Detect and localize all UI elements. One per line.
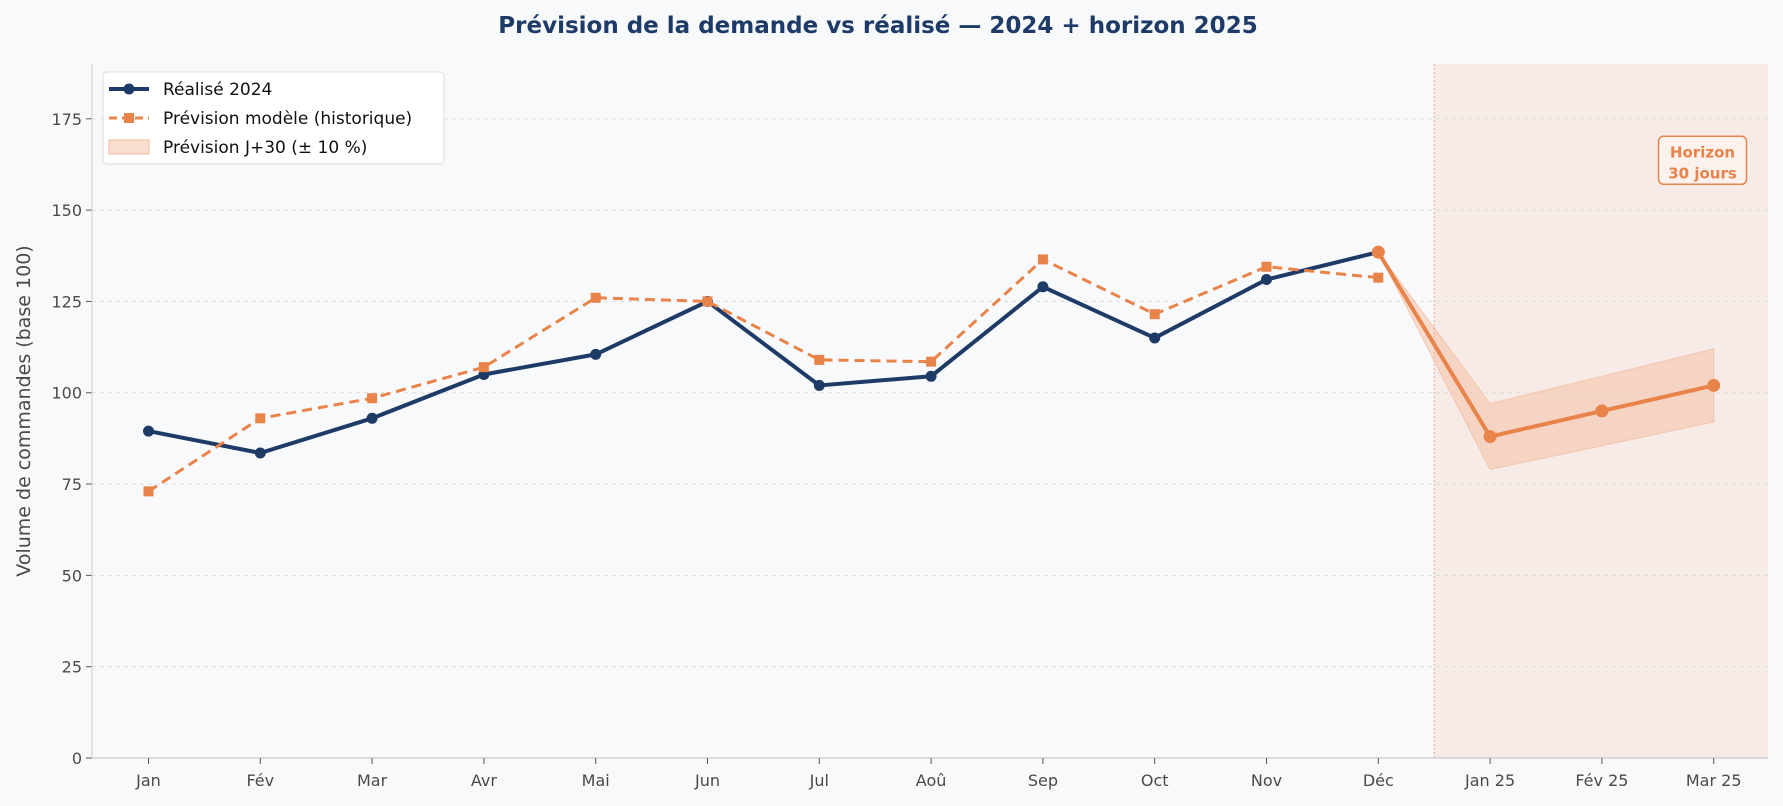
legend-label: Réalisé 2024 bbox=[163, 80, 272, 100]
data-point-circle bbox=[1483, 430, 1497, 444]
data-point-circle bbox=[1149, 332, 1161, 344]
data-point-circle bbox=[1037, 281, 1049, 293]
y-tick-label: 50 bbox=[62, 566, 82, 585]
data-point-circle bbox=[254, 447, 266, 459]
series-line-forecast bbox=[1376, 251, 1715, 439]
x-tick-label: Mar 25 bbox=[1686, 771, 1742, 790]
data-point-square bbox=[143, 486, 154, 497]
data-point-circle bbox=[813, 379, 825, 391]
x-tick-label: Aoû bbox=[916, 771, 947, 790]
data-point-square bbox=[478, 362, 489, 373]
data-point-square bbox=[926, 356, 937, 367]
horizon-annotation-text: Horizon bbox=[1670, 143, 1735, 161]
horizon-annotation-text: 30 jours bbox=[1668, 164, 1737, 182]
y-tick-label: 75 bbox=[62, 475, 82, 494]
legend-label: Prévision modèle (historique) bbox=[163, 109, 412, 129]
data-point-circle bbox=[1595, 404, 1609, 418]
plot-area: 0 25 50 75 100 125 150 175 Jan Fév Mar Avr Mai Jun Jul… bbox=[51, 64, 1768, 790]
x-tick-label: Mai bbox=[582, 771, 610, 790]
data-point-square bbox=[1149, 309, 1160, 320]
chart-title: Prévision de la demande vs réalisé — 202… bbox=[498, 13, 1257, 39]
horizon-annotation-box bbox=[1657, 135, 1748, 186]
y-tick-label: 100 bbox=[51, 384, 82, 403]
legend-swatch-marker bbox=[124, 113, 134, 123]
data-point-circle bbox=[1261, 274, 1272, 286]
x-tick-label: Nov bbox=[1251, 771, 1282, 790]
y-tick-label: 125 bbox=[51, 292, 82, 311]
data-point-circle bbox=[366, 412, 378, 424]
data-point-square bbox=[255, 413, 266, 424]
data-point-circle bbox=[1707, 378, 1721, 392]
data-point-square bbox=[702, 296, 713, 307]
x-tick-label: Jan 25 bbox=[1464, 771, 1515, 790]
x-tick-label: Déc bbox=[1363, 771, 1394, 790]
x-tick-label: Mar bbox=[357, 771, 388, 790]
legend-swatch-marker bbox=[123, 83, 135, 95]
x-tick-label: Jul bbox=[809, 771, 829, 790]
x-tick-label: Fév bbox=[246, 771, 274, 790]
x-tick-label: Fév 25 bbox=[1575, 771, 1628, 790]
y-tick-label: 150 bbox=[51, 201, 82, 220]
x-tick-label: Jun bbox=[694, 771, 720, 790]
data-point-square bbox=[814, 354, 825, 365]
x-tick-label: Jan bbox=[135, 771, 161, 790]
legend-label: Prévision J+30 (± 10 %) bbox=[163, 138, 367, 158]
x-tick-label: Avr bbox=[471, 771, 497, 790]
x-tick-label: Oct bbox=[1141, 771, 1169, 790]
data-point-square bbox=[1261, 261, 1272, 272]
data-point-square bbox=[590, 292, 601, 303]
legend-swatch-band bbox=[108, 139, 150, 155]
x-tick-label: Sep bbox=[1028, 771, 1058, 790]
data-point-circle bbox=[143, 425, 154, 437]
data-point-square bbox=[1373, 272, 1384, 283]
legend-box bbox=[102, 71, 445, 165]
y-tick-label: 0 bbox=[72, 749, 82, 768]
data-point-square bbox=[1037, 254, 1048, 265]
y-tick-label: 175 bbox=[51, 110, 82, 129]
data-point-square bbox=[367, 393, 378, 404]
y-tick-label: 25 bbox=[62, 658, 82, 677]
y-axis-label: Volume de commandes (base 100) bbox=[13, 245, 35, 576]
data-point-circle bbox=[590, 348, 602, 360]
data-point-circle bbox=[925, 370, 937, 382]
data-point-circle bbox=[1371, 245, 1385, 259]
series-line-prevision-modele-historique bbox=[147, 257, 1379, 493]
legend: Réalisé 2024 Prévision modèle (historique… bbox=[102, 71, 445, 165]
series-line-realise-2024 bbox=[148, 250, 1379, 456]
